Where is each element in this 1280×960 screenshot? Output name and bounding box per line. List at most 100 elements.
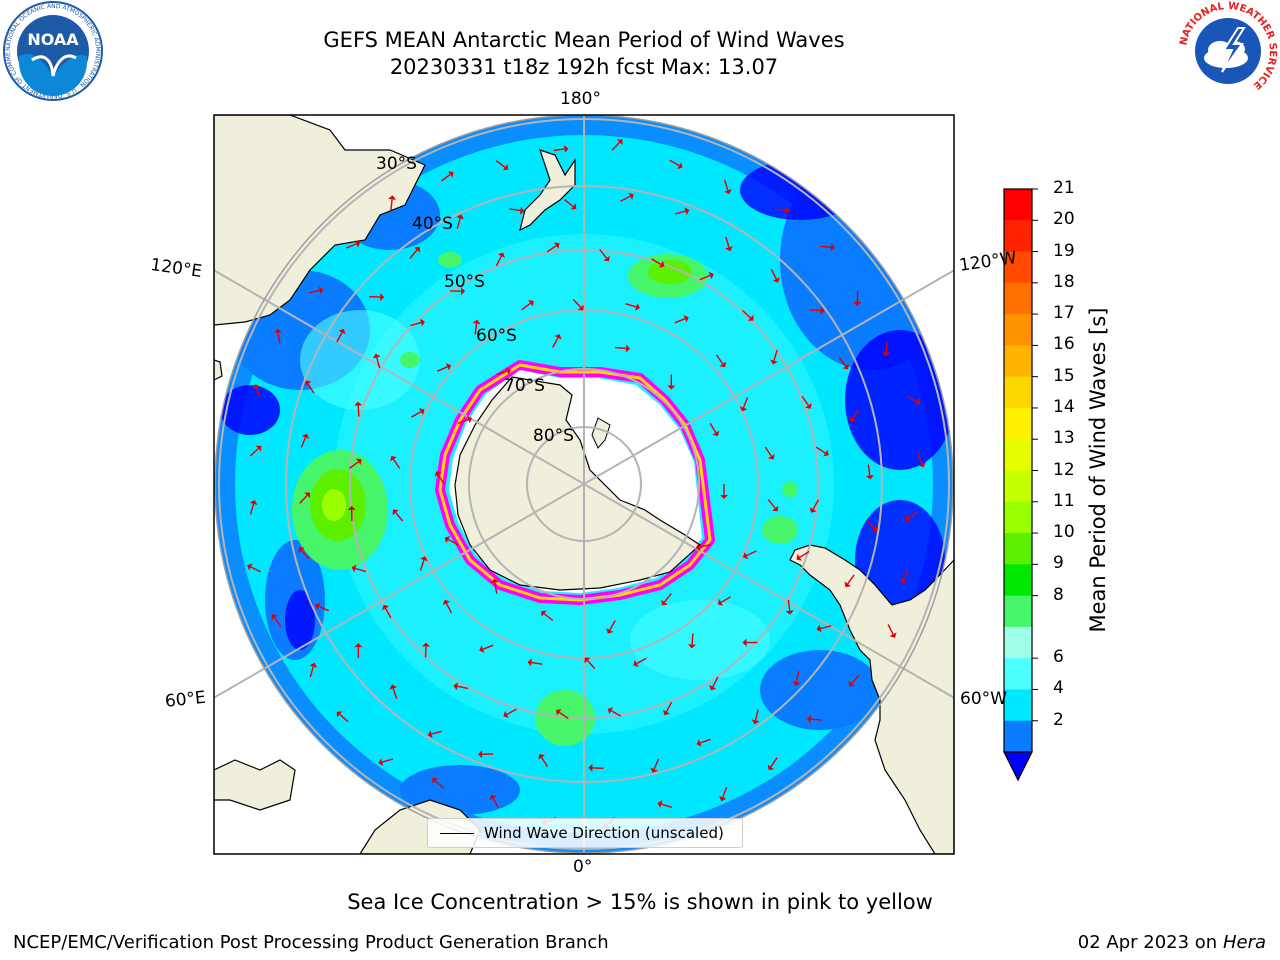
wave-direction-arrowhead <box>315 602 321 610</box>
wave-direction-arrow <box>355 567 367 573</box>
wave-direction-arrow <box>410 321 422 327</box>
wave-direction-arrow <box>661 803 673 808</box>
wave-direction-arrow <box>509 208 521 212</box>
wave-direction-arrowhead <box>274 328 282 334</box>
wave-direction-arrowhead <box>684 207 690 215</box>
wave-direction-arrowhead <box>318 286 324 295</box>
wave-direction-arrowhead <box>650 767 658 773</box>
wave-direction-arrowhead <box>742 552 749 560</box>
wave-direction-arrowhead <box>708 271 714 280</box>
wave-direction-arrowhead <box>785 610 794 615</box>
footer-credit: NCEP/EMC/Verification Post Processing Pr… <box>13 932 609 953</box>
colorbar-tick-label: 6 <box>1053 647 1064 668</box>
wave-direction-arrow <box>349 461 359 469</box>
wave-direction-arrowhead <box>354 643 363 648</box>
wave-direction-arrowhead <box>900 578 908 584</box>
colorbar-tick-label: 2 <box>1053 709 1064 730</box>
wave-direction-arrowhead <box>633 660 639 667</box>
lon-label-180: 180° <box>560 89 601 109</box>
colorbar-segment <box>1004 689 1032 722</box>
noaa-logo-icon: NATIONAL OCEANIC AND ATMOSPHERIC ADMINIS… <box>2 0 103 101</box>
wave-direction-arrow <box>720 596 731 603</box>
wave-direction-arrowhead <box>422 642 430 647</box>
wave-direction-arrow <box>847 574 855 585</box>
wave-direction-arrowhead <box>865 475 874 480</box>
wave-direction-arrow <box>339 713 349 723</box>
colorbar-segment <box>1004 658 1032 690</box>
wave-direction-arrowhead <box>414 247 421 253</box>
graticule <box>214 115 954 854</box>
wave-direction-arrow <box>866 520 875 529</box>
colorbar-segment <box>1004 533 1032 565</box>
wave-direction-arrowhead <box>785 206 791 215</box>
wave-direction-arrowhead <box>336 711 343 718</box>
colorbar-segment <box>1004 439 1032 471</box>
colorbar-tick-label: 11 <box>1053 490 1075 511</box>
wave-direction-arrow <box>609 620 616 631</box>
wave-direction-arrowhead <box>871 525 878 532</box>
wave-direction-arrow <box>307 383 315 394</box>
wave-direction-arrow <box>742 397 749 408</box>
wave-direction-arrow <box>799 550 810 558</box>
wave-direction-arrow <box>357 405 360 417</box>
wave-direction-arrow <box>636 657 647 665</box>
wave-direction-arrowhead <box>528 300 534 307</box>
wave-direction-arrow <box>392 688 398 700</box>
wave-direction-arrow <box>384 607 392 619</box>
wave-direction-arrowhead <box>724 189 732 195</box>
wave-direction-arrowhead <box>461 287 466 296</box>
wave-direction-arrowhead <box>696 739 702 747</box>
wave-direction-arrow <box>906 395 918 403</box>
latitude-labels: 30°S 40°S 50°S 60°S 70°S 80°S <box>376 154 574 446</box>
wave-direction-arrowhead <box>479 645 485 653</box>
wave-direction-arrow <box>773 349 778 361</box>
wave-direction-arrowhead <box>271 614 278 620</box>
wave-direction-arrow <box>255 387 261 399</box>
wave-direction-arrow <box>725 236 730 248</box>
colorbar-segment <box>1004 345 1032 378</box>
wave-direction-arrow <box>620 195 631 202</box>
wave-direction-arrow <box>815 446 826 454</box>
wave-direction-arrow <box>437 474 445 485</box>
wave-direction-arrowhead <box>304 380 312 386</box>
wave-direction-arrowhead <box>712 430 720 437</box>
wave-direction-arrowhead <box>742 638 747 647</box>
wave-direction-arrowhead <box>683 315 689 323</box>
wave-direction-arrowhead <box>661 599 668 606</box>
wave-direction-arrowhead <box>553 242 560 249</box>
wave-direction-arrow <box>447 538 459 546</box>
wave-direction-arrowhead <box>677 162 683 170</box>
wave-direction-arrowhead <box>667 385 676 390</box>
wave-direction-arrowhead <box>255 445 262 452</box>
wave-direction-arrowhead <box>309 662 318 668</box>
wave-direction-arrowhead <box>918 462 926 468</box>
wave-direction-arrow <box>553 148 565 152</box>
nws-logo-icon: NATIONAL WEATHER SERVICE <box>1178 1 1278 100</box>
wave-direction-arrow <box>434 780 444 789</box>
wave-direction-arrow <box>715 354 724 365</box>
wave-direction-arrow <box>419 559 425 571</box>
wave-direction-arrow <box>908 511 919 519</box>
colorbar-segment <box>1004 626 1032 659</box>
wave-direction-arrowhead <box>772 277 780 283</box>
wave-direction-arrowhead <box>657 800 663 808</box>
wave-direction-arrowhead <box>725 246 733 252</box>
lat-label-60s: 60°S <box>476 326 517 346</box>
colorbar-segment <box>1004 376 1032 409</box>
wave-direction-arrowhead <box>767 764 775 771</box>
wave-direction-arrow <box>722 786 728 798</box>
colorbar-segment <box>1004 595 1032 628</box>
wave-direction-arrow <box>709 422 717 434</box>
wave-direction-arrowhead <box>490 578 499 584</box>
wave-direction-arrowhead <box>527 658 533 667</box>
wave-direction-arrowhead <box>447 171 454 178</box>
wave-direction-arrowhead <box>356 458 362 465</box>
wave-direction-arrow <box>700 738 711 744</box>
wave-direction-arrow <box>564 199 574 208</box>
lat-label-40s: 40°S <box>412 214 453 234</box>
lat-label-30s: 30°S <box>376 154 417 174</box>
wave-direction-arrow <box>482 644 494 650</box>
wave-direction-arrowhead <box>564 145 569 153</box>
colorbar-tick-label: 16 <box>1053 334 1075 355</box>
wave-direction-arrow <box>625 303 637 308</box>
